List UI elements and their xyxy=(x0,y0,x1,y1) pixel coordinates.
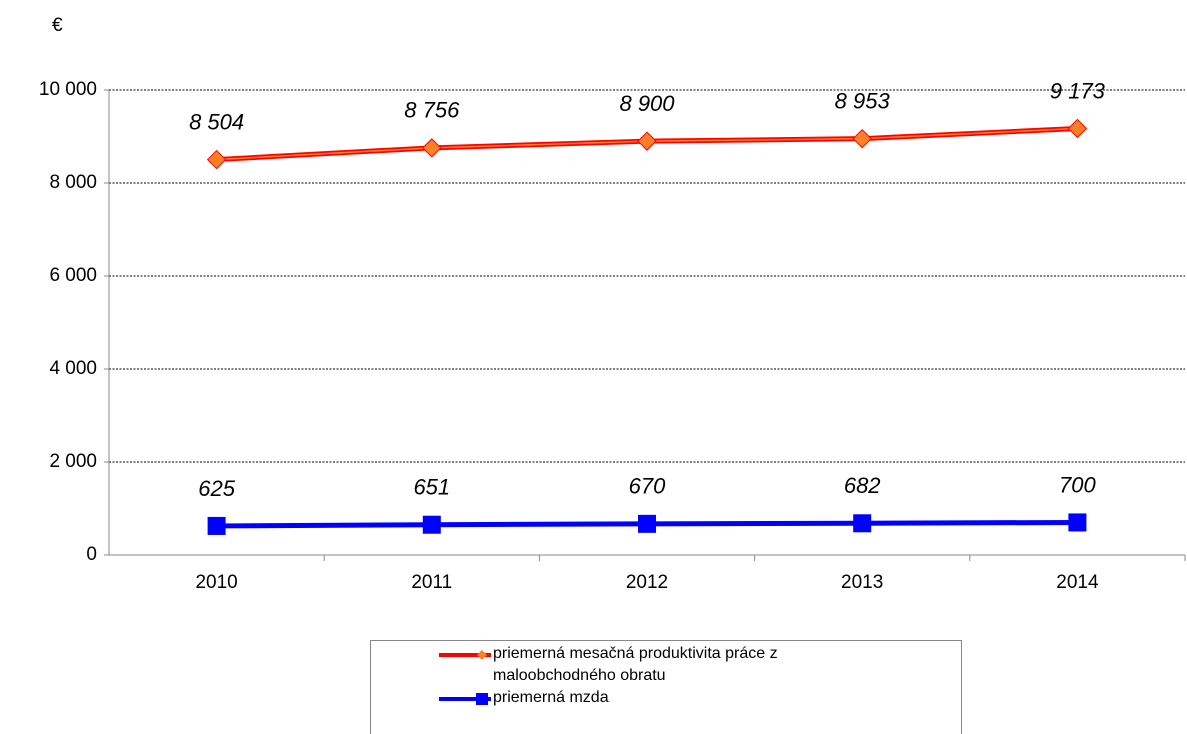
data-label: 700 xyxy=(1059,472,1096,497)
x-tick-label: 2014 xyxy=(1056,572,1099,593)
data-label: 9 173 xyxy=(1050,78,1106,103)
marker xyxy=(1068,513,1087,532)
x-tick-label: 2013 xyxy=(841,572,883,593)
legend-label: priemerná mesačná produktivita práce z m… xyxy=(493,645,778,684)
marker xyxy=(422,138,442,158)
data-label: 682 xyxy=(844,473,881,498)
x-tick-label: 2011 xyxy=(411,572,452,593)
legend-swatch xyxy=(439,650,491,660)
x-tick-label: 2010 xyxy=(195,572,237,593)
y-tick-label: 10 000 xyxy=(39,79,97,100)
marker xyxy=(1067,118,1088,139)
marker xyxy=(207,516,226,535)
data-label: 651 xyxy=(413,475,450,500)
legend-swatch xyxy=(439,693,491,705)
marker xyxy=(852,128,872,149)
marker xyxy=(206,149,227,170)
y-tick-label: 0 xyxy=(86,544,97,565)
y-tick-label: 6 000 xyxy=(49,265,97,286)
data-label: 670 xyxy=(629,474,666,499)
data-label: 625 xyxy=(198,476,235,501)
legend: priemerná mesačná produktivita práce z m… xyxy=(370,640,962,734)
marker xyxy=(853,514,872,533)
chart: € 0 2 000 4 000 6 000 8 000 10 000 2010 2011 201… xyxy=(39,15,1186,593)
y-tick-label: 4 000 xyxy=(49,358,97,379)
marker xyxy=(637,131,657,151)
x-tick-label: 2012 xyxy=(626,572,668,593)
marker xyxy=(476,693,488,705)
marker xyxy=(638,514,656,533)
data-label: 8 900 xyxy=(619,91,675,116)
data-label: 8 756 xyxy=(404,98,460,123)
marker xyxy=(422,515,441,534)
marker xyxy=(477,650,487,660)
data-label: 8 953 xyxy=(835,88,891,113)
y-axis-label: € xyxy=(52,15,63,36)
legend-label: priemerná mzda xyxy=(493,689,609,706)
data-label: 8 504 xyxy=(189,109,244,134)
legend-entry: priemerná mesačná produktivita práce z m… xyxy=(437,643,893,687)
y-tick-label: 2 000 xyxy=(49,451,97,472)
y-tick-label: 8 000 xyxy=(49,172,97,193)
legend-entry: priemerná mzda xyxy=(437,687,893,709)
